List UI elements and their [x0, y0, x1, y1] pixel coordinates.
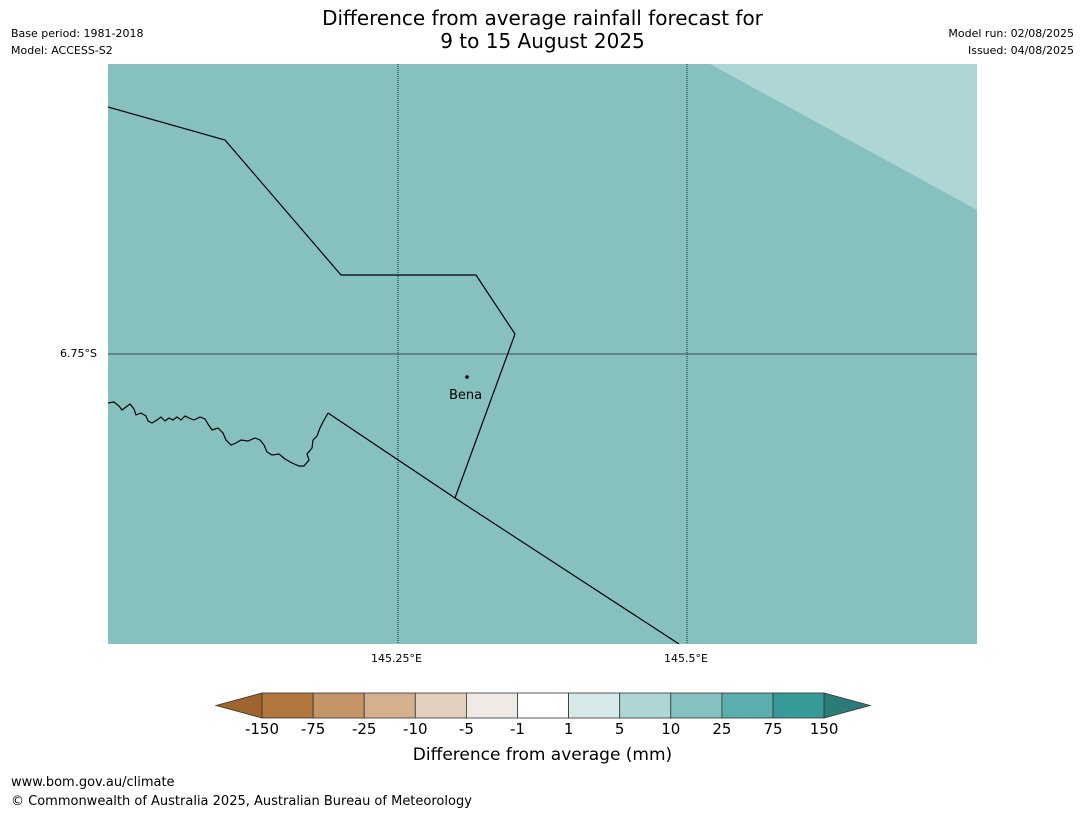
colorbar — [214, 692, 872, 719]
issued-text: Issued: 04/08/2025 — [967, 44, 1074, 57]
colorbar-bin — [517, 692, 569, 719]
colorbar-bin — [465, 692, 518, 719]
colorbar-tick-label: 10 — [661, 720, 681, 738]
footer-copyright: © Commonwealth of Australia 2025, Austra… — [11, 794, 472, 809]
colorbar-tick-label: -10 — [403, 720, 428, 738]
province-boundary-south — [327, 412, 680, 644]
colorbar-tick-label: 25 — [712, 720, 732, 738]
colorbar-tick-label: -1 — [510, 720, 525, 738]
colorbar-bin — [670, 692, 723, 719]
colorbar-tick-label: -5 — [458, 720, 474, 738]
province-boundary-north — [108, 106, 516, 499]
colorbar-bin — [312, 692, 365, 719]
chart-title: Difference from average rainfall forecas… — [0, 7, 1085, 53]
colorbar-tick-label: -75 — [300, 720, 326, 738]
colorbar-tick-label: -150 — [244, 720, 280, 738]
colorbar-tick-label: 75 — [763, 720, 783, 738]
colorbar-tick-label: 5 — [614, 720, 625, 738]
colorbar-bin — [261, 692, 314, 719]
colorbar-extend-high — [823, 692, 872, 719]
base-period-text: Base period: 1981-2018 — [11, 27, 144, 40]
model-run-text: Model run: 02/08/2025 — [948, 27, 1074, 40]
coastline — [108, 401, 329, 467]
latitude-label: 6.75°S — [60, 347, 97, 360]
map-canvas — [108, 64, 977, 644]
footer-url[interactable]: www.bom.gov.au/climate — [11, 775, 175, 790]
colorbar-extend-low — [214, 692, 263, 719]
colorbar-bin — [721, 692, 774, 719]
longitude-label-1: 145.25°E — [371, 652, 422, 665]
colorbar-bin — [619, 692, 672, 719]
meta-right: Model run: 02/08/2025 Issued: 04/08/2025 — [948, 25, 1074, 59]
colorbar-bin — [772, 692, 825, 719]
colorbar-bin — [568, 692, 621, 719]
colorbar-label: Difference from average (mm) — [412, 745, 673, 765]
colorbar-bin — [414, 692, 467, 719]
rainfall-anomaly-region-light — [710, 64, 977, 210]
meta-left: Base period: 1981-2018 Model: ACCESS-S2 — [11, 25, 143, 59]
town-label-bena: Bena — [449, 388, 483, 403]
model-text: Model: ACCESS-S2 — [11, 44, 113, 57]
town-marker-bena — [465, 375, 469, 379]
title-line-2: 9 to 15 August 2025 — [440, 29, 645, 53]
colorbar-tick-label: 150 — [809, 720, 839, 738]
colorbar-tick-label: 1 — [563, 720, 574, 738]
map-panel — [108, 64, 977, 644]
longitude-label-2: 145.5°E — [664, 652, 708, 665]
colorbar-bin — [363, 692, 416, 719]
colorbar-tick-label: -25 — [351, 720, 377, 738]
title-line-1: Difference from average rainfall forecas… — [322, 6, 763, 30]
